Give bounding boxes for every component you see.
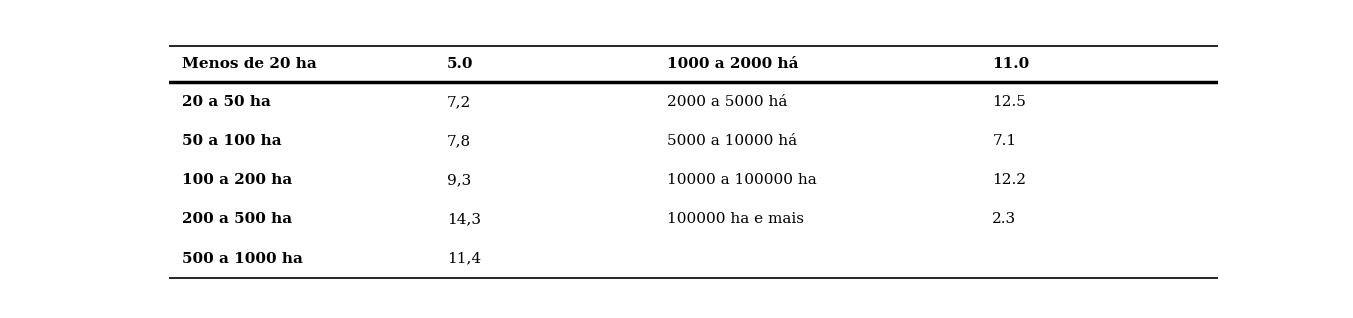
Text: 2000 a 5000 há: 2000 a 5000 há xyxy=(667,95,787,109)
Text: 500 a 1000 ha: 500 a 1000 ha xyxy=(181,252,303,266)
Text: 7,2: 7,2 xyxy=(446,95,471,109)
Text: 100000 ha e mais: 100000 ha e mais xyxy=(667,212,804,226)
Text: 11.0: 11.0 xyxy=(992,57,1030,71)
Text: 7,8: 7,8 xyxy=(446,134,471,148)
Text: 5000 a 10000 há: 5000 a 10000 há xyxy=(667,134,797,148)
Text: 10000 a 100000 ha: 10000 a 100000 ha xyxy=(667,173,817,187)
Text: 11,4: 11,4 xyxy=(446,252,482,266)
Text: 7.1: 7.1 xyxy=(992,134,1016,148)
Text: 12.5: 12.5 xyxy=(992,95,1026,109)
Text: 100 a 200 ha: 100 a 200 ha xyxy=(181,173,292,187)
Text: 2.3: 2.3 xyxy=(992,212,1016,226)
Text: 50 a 100 ha: 50 a 100 ha xyxy=(181,134,281,148)
Text: 5.0: 5.0 xyxy=(446,57,474,71)
Text: 20 a 50 ha: 20 a 50 ha xyxy=(181,95,271,109)
Text: 1000 a 2000 há: 1000 a 2000 há xyxy=(667,57,798,71)
Text: 9,3: 9,3 xyxy=(446,173,471,187)
Text: Menos de 20 ha: Menos de 20 ha xyxy=(181,57,317,71)
Text: 12.2: 12.2 xyxy=(992,173,1027,187)
Text: 200 a 500 ha: 200 a 500 ha xyxy=(181,212,292,226)
Text: 14,3: 14,3 xyxy=(446,212,482,226)
